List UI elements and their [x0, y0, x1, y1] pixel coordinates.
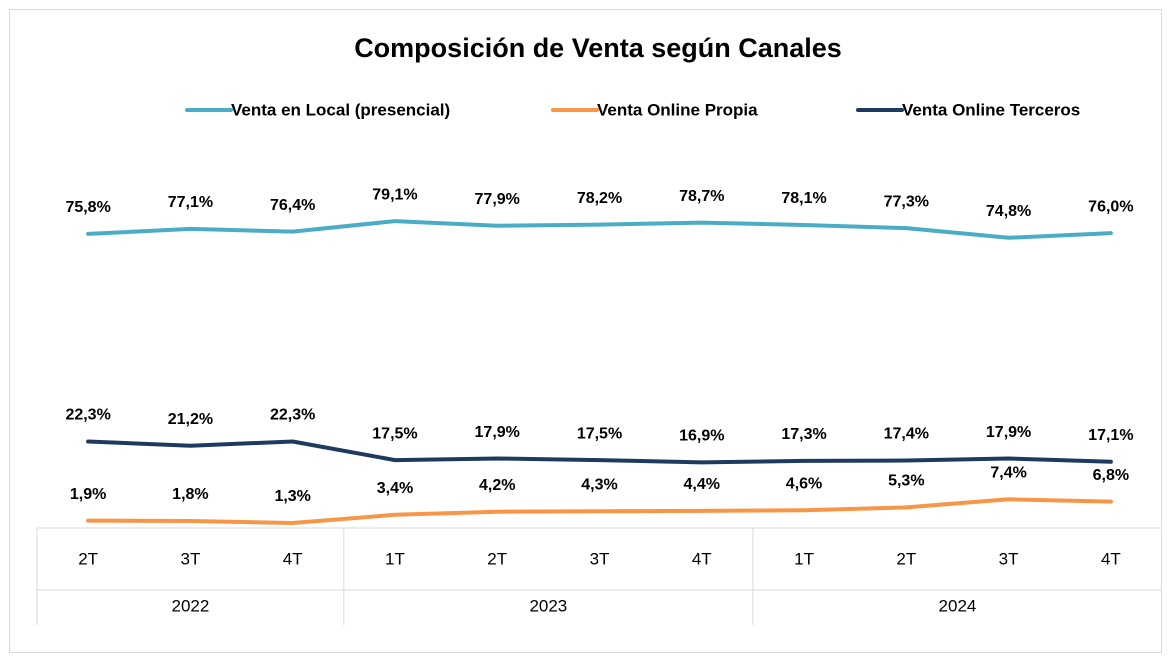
- data-label: 17,3%: [781, 426, 826, 443]
- data-label: 21,2%: [168, 411, 213, 428]
- chart-title: Composición de Venta según Canales: [354, 33, 842, 63]
- data-label: 22,3%: [65, 407, 110, 424]
- data-label: 78,2%: [577, 190, 622, 207]
- data-label: 7,4%: [990, 465, 1026, 482]
- x-group-label: 2023: [529, 596, 567, 615]
- data-label: 17,5%: [577, 425, 622, 442]
- data-label: 78,1%: [781, 190, 826, 207]
- data-label: 5,3%: [888, 473, 924, 490]
- x-tick-label: 2T: [896, 549, 916, 568]
- x-tick-label: 1T: [385, 549, 405, 568]
- x-tick-label: 2T: [487, 549, 507, 568]
- legend-label: Venta en Local (presencial): [231, 100, 450, 119]
- data-label: 77,1%: [168, 194, 213, 211]
- x-tick-label: 2T: [78, 549, 98, 568]
- chart-frame: [9, 9, 1162, 653]
- data-label: 3,4%: [377, 480, 413, 497]
- data-label: 74,8%: [986, 203, 1031, 220]
- data-label: 4,2%: [479, 477, 515, 494]
- x-tick-label: 4T: [1101, 549, 1121, 568]
- data-label: 17,5%: [372, 425, 417, 442]
- x-group-label: 2024: [939, 596, 977, 615]
- x-tick-label: 4T: [283, 549, 303, 568]
- data-label: 78,7%: [679, 188, 724, 205]
- data-label: 17,4%: [884, 426, 929, 443]
- legend-label: Venta Online Propia: [597, 100, 758, 119]
- x-tick-label: 3T: [999, 549, 1019, 568]
- data-label: 22,3%: [270, 407, 315, 424]
- data-label: 17,9%: [475, 424, 520, 441]
- data-label: 4,4%: [684, 476, 720, 493]
- data-label: 77,3%: [884, 193, 929, 210]
- legend-label: Venta Online Terceros: [902, 100, 1080, 119]
- data-label: 76,4%: [270, 197, 315, 214]
- data-label: 17,9%: [986, 424, 1031, 441]
- data-label: 1,8%: [172, 486, 208, 503]
- series-line: [86, 497, 1113, 525]
- data-label: 1,3%: [274, 488, 310, 505]
- data-label: 17,1%: [1088, 427, 1133, 444]
- series-line: [86, 439, 1113, 465]
- x-group-label: 2022: [171, 596, 209, 615]
- data-label: 4,6%: [786, 475, 822, 492]
- data-label: 75,8%: [65, 199, 110, 216]
- x-tick-label: 1T: [794, 549, 814, 568]
- x-tick-label: 3T: [180, 549, 200, 568]
- series-line: [86, 219, 1113, 240]
- data-label: 6,8%: [1093, 467, 1129, 484]
- x-tick-label: 3T: [590, 549, 610, 568]
- data-label: 77,9%: [475, 191, 520, 208]
- x-tick-label: 4T: [692, 549, 712, 568]
- data-label: 79,1%: [372, 186, 417, 203]
- data-label: 1,9%: [70, 486, 106, 503]
- data-label: 4,3%: [581, 477, 617, 494]
- data-label: 16,9%: [679, 428, 724, 445]
- data-label: 76,0%: [1088, 198, 1133, 215]
